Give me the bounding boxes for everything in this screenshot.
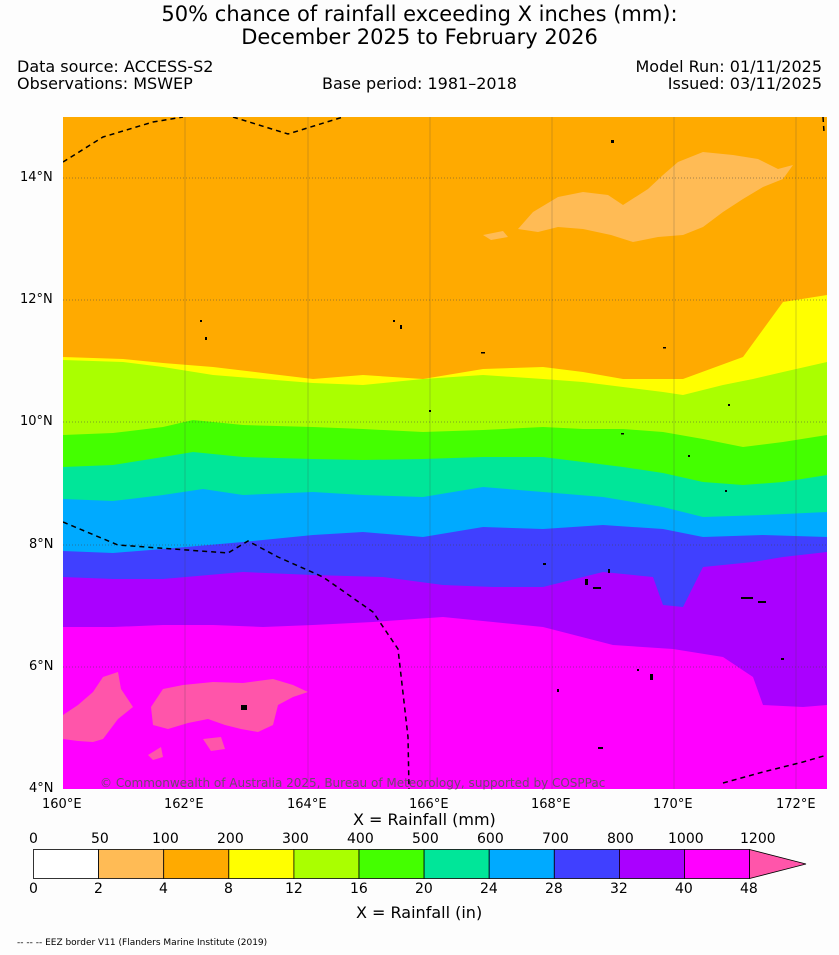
colorbar-swatch [228, 849, 295, 879]
rainfall-map [63, 117, 827, 789]
colorbar-swatch [423, 849, 490, 879]
colorbar-in-label: X = Rainfall (in) [356, 903, 483, 922]
band-1200mm-plus-patch [151, 679, 308, 732]
lat-label-10n: 10°N [20, 414, 53, 429]
in-tick: 20 [415, 881, 433, 897]
base-period: Base period: 1981–2018 [322, 74, 517, 93]
colorbar-swatch [619, 849, 685, 879]
mm-tick: 50 [91, 831, 109, 847]
lon-label-162e: 162°E [164, 797, 204, 812]
eez-border [63, 117, 827, 789]
lon-gridlines [184, 117, 797, 789]
mm-tick: 0 [29, 831, 38, 847]
model-run: Model Run: 01/11/2025 [635, 57, 823, 76]
mm-tick: 700 [542, 831, 569, 847]
in-tick: 4 [159, 881, 168, 897]
eez-note: -- -- -- EEZ border V11 (Flanders Marine… [17, 938, 268, 948]
lat-label-6n: 6°N [29, 659, 54, 674]
mm-tick: 200 [217, 831, 244, 847]
lat-label-14n: 14°N [20, 170, 53, 185]
colorbar-swatch [293, 849, 360, 879]
in-tick: 0 [29, 881, 38, 897]
mm-tick: 600 [477, 831, 504, 847]
colorbar [33, 849, 807, 880]
mm-tick: 800 [607, 831, 634, 847]
atolls [200, 140, 784, 749]
colorbar-swatch [553, 849, 620, 879]
lat-label-8n: 8°N [29, 537, 54, 552]
issued-date: Issued: 03/11/2025 [667, 74, 822, 93]
lon-label-164e: 164°E [287, 797, 327, 812]
colorbar-swatch [488, 849, 555, 879]
lon-label-172e: 172°E [776, 797, 816, 812]
colorbar-swatch [98, 849, 165, 879]
lat-label-12n: 12°N [20, 292, 53, 307]
band-50-100mm-patch [483, 231, 508, 240]
lon-label-170e: 170°E [653, 797, 693, 812]
band-50-100mm-patch [518, 152, 793, 242]
data-source: Data source: ACCESS-S2 [17, 57, 214, 76]
band-1200mm-plus-patch [203, 737, 225, 751]
mm-tick: 1000 [668, 831, 704, 847]
lat-label-4n: 4°N [29, 781, 54, 796]
map-title-line1: 50% chance of rainfall exceeding X inche… [161, 2, 678, 26]
colorbar-swatch [33, 849, 99, 879]
in-tick: 24 [480, 881, 498, 897]
mm-tick: 400 [347, 831, 374, 847]
colorbar-mm-label: X = Rainfall (mm) [353, 810, 496, 829]
colorbar-swatch [163, 849, 230, 879]
band-1200mm-plus-patch [63, 672, 133, 742]
mm-tick: 500 [412, 831, 439, 847]
lat-gridlines [63, 177, 827, 668]
in-tick: 28 [545, 881, 563, 897]
observations: Observations: MSWEP [17, 74, 193, 93]
copyright-credit: © Commonwealth of Australia 2025, Bureau… [100, 776, 606, 790]
mm-tick: 300 [282, 831, 309, 847]
lon-label-168e: 168°E [531, 797, 571, 812]
in-tick: 8 [224, 881, 233, 897]
mm-tick: 100 [152, 831, 179, 847]
in-tick: 2 [94, 881, 103, 897]
band-100-200mm [63, 117, 827, 379]
colorbar-extend-arrow [749, 849, 807, 880]
map-title-line2: December 2025 to February 2026 [241, 25, 598, 49]
colorbar-swatch [358, 849, 425, 879]
in-tick: 32 [610, 881, 628, 897]
in-tick: 40 [675, 881, 693, 897]
colorbar-swatch [684, 849, 750, 879]
mm-tick: 1200 [740, 831, 776, 847]
in-tick: 16 [350, 881, 368, 897]
lon-label-166e: 166°E [409, 797, 449, 812]
in-tick: 12 [285, 881, 303, 897]
lon-label-160e: 160°E [42, 797, 82, 812]
band-1200mm-plus-patch [148, 747, 163, 760]
in-tick: 48 [740, 881, 758, 897]
